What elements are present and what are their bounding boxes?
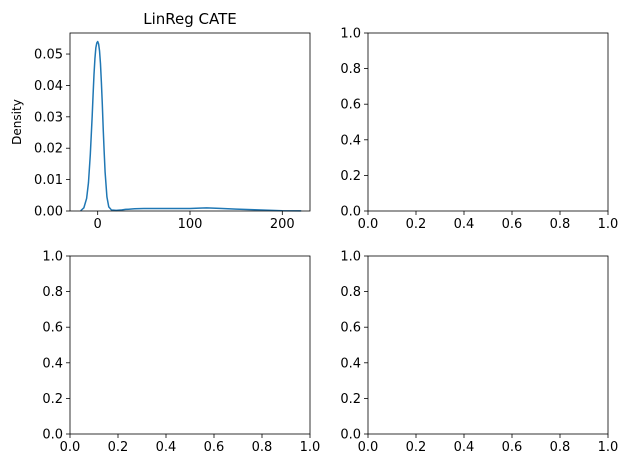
y-tick-label: 1.0 xyxy=(340,27,361,42)
y-tick-label: 0.6 xyxy=(340,98,361,113)
x-tick-label: 0.2 xyxy=(108,440,129,455)
x-tick-label: 100 xyxy=(178,217,203,232)
subplot-3: 0.0 0.2 0.4 0.6 0.8 1.0 0.0 0.2 0.4 0.6 0.8 1.0 xyxy=(42,250,320,456)
x-tick-label: 0.4 xyxy=(156,440,177,455)
density-line xyxy=(80,40,302,212)
y-tick-label: 0.04 xyxy=(34,79,63,94)
x-tick-label: 200 xyxy=(270,217,295,232)
subplot-title: LinReg CATE xyxy=(143,10,237,28)
y-tick-label: 0.8 xyxy=(340,285,361,300)
x-tick-label: 0.6 xyxy=(502,217,523,232)
x-tick-label: 0 xyxy=(94,217,102,232)
subplots: 0 100 200 0.00 0.01 0.02 0.03 0.04 0.05 LinReg CA… xyxy=(10,10,618,455)
y-tick-label: 0.4 xyxy=(340,356,361,371)
x-tick-label: 0.8 xyxy=(550,440,571,455)
y-tick-label: 0.02 xyxy=(34,142,63,157)
subplot-4: 0.0 0.2 0.4 0.6 0.8 1.0 0.0 0.2 0.4 0.6 0.8 1.0 xyxy=(340,250,618,456)
x-tick-label: 0.4 xyxy=(454,217,475,232)
x-tick-label: 1.0 xyxy=(300,440,321,455)
y-tick-label: 0.0 xyxy=(340,205,361,220)
y-tick-label: 0.6 xyxy=(340,321,361,336)
x-tick-label: 0.2 xyxy=(406,440,427,455)
y-tick-label: 0.0 xyxy=(42,428,63,443)
x-tick-label: 0.8 xyxy=(252,440,273,455)
y-tick-label: 0.4 xyxy=(42,356,63,371)
axes-frame xyxy=(69,255,311,435)
y-tick-label: 0.6 xyxy=(42,321,63,336)
x-tick-label: 1.0 xyxy=(598,217,619,232)
y-tick-label: 0.8 xyxy=(42,285,63,300)
x-tick-label: 0.0 xyxy=(358,217,379,232)
y-axis-label: Density xyxy=(10,99,24,145)
x-tick-label: 0.0 xyxy=(358,440,379,455)
y-tick-label: 0.05 xyxy=(34,48,63,63)
x-tick-label: 0.4 xyxy=(454,440,475,455)
x-tick-label: 0.8 xyxy=(550,217,571,232)
y-tick-label: 0.0 xyxy=(340,428,361,443)
subplot-2: 0.0 0.2 0.4 0.6 0.8 1.0 0.0 0.2 0.4 0.6 0.8 1.0 xyxy=(340,27,618,233)
y-tick-label: 0.03 xyxy=(34,110,63,125)
axes-frame xyxy=(367,255,609,435)
x-tick-label: 0.6 xyxy=(204,440,225,455)
y-tick-label: 1.0 xyxy=(42,250,63,265)
x-tick-label: 1.0 xyxy=(598,440,619,455)
y-tick-label: 1.0 xyxy=(340,250,361,265)
y-tick-label: 0.00 xyxy=(34,205,63,220)
y-tick-label: 0.2 xyxy=(340,169,361,184)
x-tick-label: 0.0 xyxy=(60,440,81,455)
subplot-1: 0 100 200 0.00 0.01 0.02 0.03 0.04 0.05 LinReg CA… xyxy=(10,10,311,232)
y-tick-label: 0.01 xyxy=(34,173,63,188)
y-tick-label: 0.8 xyxy=(340,62,361,77)
x-tick-label: 0.6 xyxy=(502,440,523,455)
y-tick-label: 0.2 xyxy=(42,392,63,407)
axes-frame xyxy=(367,32,609,212)
y-tick-label: 0.2 xyxy=(340,392,361,407)
x-tick-label: 0.2 xyxy=(406,217,427,232)
y-tick-label: 0.4 xyxy=(340,133,361,148)
